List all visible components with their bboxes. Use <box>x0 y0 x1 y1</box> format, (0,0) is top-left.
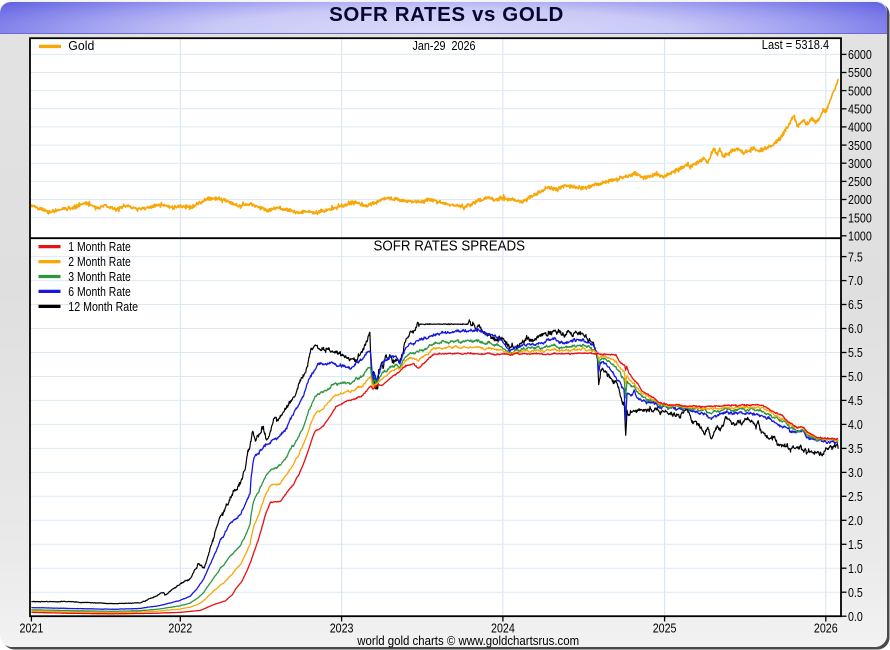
svg-text:2021: 2021 <box>20 620 44 635</box>
svg-text:2025: 2025 <box>653 620 677 635</box>
svg-text:2024: 2024 <box>491 620 515 635</box>
svg-text:2 Month Rate: 2 Month Rate <box>68 254 131 269</box>
svg-text:5000: 5000 <box>848 83 872 98</box>
svg-text:world gold charts © www.goldch: world gold charts © www.goldchartsrus.co… <box>356 633 579 648</box>
svg-text:2.0: 2.0 <box>848 513 863 528</box>
svg-text:0.5: 0.5 <box>848 585 863 600</box>
svg-text:3500: 3500 <box>848 138 872 153</box>
svg-text:6000: 6000 <box>848 47 872 62</box>
svg-text:3 Month Rate: 3 Month Rate <box>68 269 131 284</box>
svg-text:4.5: 4.5 <box>848 393 863 408</box>
svg-text:2022: 2022 <box>168 620 192 635</box>
svg-text:1.0: 1.0 <box>848 561 863 576</box>
svg-text:4500: 4500 <box>848 102 872 117</box>
svg-text:1.5: 1.5 <box>848 537 863 552</box>
svg-text:6.5: 6.5 <box>848 297 863 312</box>
svg-text:6.0: 6.0 <box>848 321 863 336</box>
svg-text:2000: 2000 <box>848 192 872 207</box>
svg-text:0.0: 0.0 <box>848 609 863 624</box>
svg-text:3000: 3000 <box>848 156 872 171</box>
svg-text:Jan-29 2026: Jan-29 2026 <box>413 38 476 53</box>
svg-text:1000: 1000 <box>848 229 872 244</box>
svg-text:5.0: 5.0 <box>848 369 863 384</box>
svg-text:3.5: 3.5 <box>848 441 863 456</box>
svg-text:5.5: 5.5 <box>848 345 863 360</box>
svg-text:4.0: 4.0 <box>848 417 863 432</box>
svg-text:SOFR RATES SPREADS: SOFR RATES SPREADS <box>374 238 526 254</box>
svg-text:7.0: 7.0 <box>848 273 863 288</box>
svg-text:4000: 4000 <box>848 120 872 135</box>
svg-text:1 Month Rate: 1 Month Rate <box>68 239 131 254</box>
svg-text:6 Month Rate: 6 Month Rate <box>68 284 131 299</box>
svg-text:Gold: Gold <box>68 38 94 53</box>
svg-text:5500: 5500 <box>848 65 872 80</box>
svg-text:2023: 2023 <box>330 620 354 635</box>
svg-text:2.5: 2.5 <box>848 489 863 504</box>
svg-text:Last = 5318.4: Last = 5318.4 <box>762 37 829 52</box>
svg-text:12 Month Rate: 12 Month Rate <box>68 299 138 314</box>
svg-text:1500: 1500 <box>848 210 872 225</box>
svg-text:2026: 2026 <box>814 620 838 635</box>
svg-text:2500: 2500 <box>848 174 872 189</box>
svg-text:3.0: 3.0 <box>848 465 863 480</box>
svg-text:7.5: 7.5 <box>848 249 863 264</box>
